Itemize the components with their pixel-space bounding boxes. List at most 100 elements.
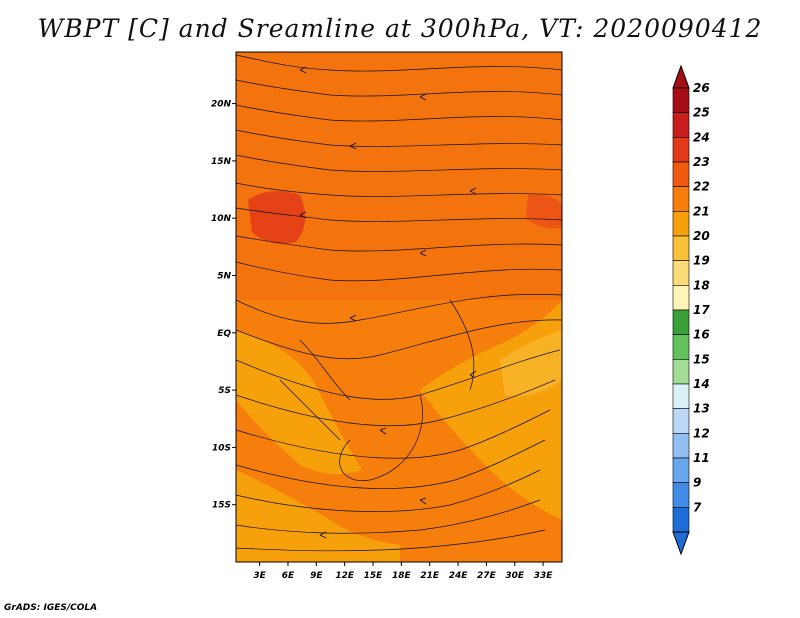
- y-tick-label: 20N: [211, 100, 232, 110]
- colorbar: 26 25 24 23 22 21 20 19 18 17 16 15 14 13 12 11 9 7: [672, 64, 710, 556]
- x-axis: 3E 6E 9E 12E 15E 18E 21E 24E 27E 30E 33E: [253, 562, 553, 581]
- colorbar-segment: [672, 408, 690, 434]
- x-tick-label: 24E: [449, 571, 469, 581]
- colorbar-label: 15: [693, 352, 710, 366]
- colorbar-label: 14: [693, 377, 710, 391]
- streamline: [236, 261, 562, 282]
- streamline: [236, 499, 541, 534]
- colorbar-label: 23: [693, 155, 710, 169]
- streamline-arrowhead: [469, 187, 477, 195]
- streamline: [236, 409, 551, 459]
- colorbar-segment: [672, 285, 690, 311]
- x-tick-label: 18E: [392, 571, 412, 581]
- streamline: [236, 469, 541, 512]
- streamline-arrows: [299, 66, 477, 539]
- y-tick-label: 10S: [212, 443, 231, 453]
- y-tick-label: 5N: [217, 271, 231, 281]
- y-axis: 20N 15N 10N 5N EQ 5S 10S 15S: [211, 100, 236, 511]
- colorbar-label: 12: [693, 426, 710, 440]
- streamline-arrowhead: [349, 314, 357, 322]
- y-tick-label: 15N: [211, 157, 232, 167]
- streamline-arrowhead: [419, 497, 427, 505]
- colorbar-label: 17: [693, 303, 710, 317]
- y-tick-label: 10N: [211, 214, 232, 224]
- streamline: [236, 129, 562, 147]
- colorbar-segment: [672, 433, 690, 459]
- streamline: [236, 293, 562, 324]
- chart-title: WBPT [C] and Sreamline at 300hPa, VT: 20…: [37, 14, 763, 43]
- field-patch-east-light: [500, 330, 562, 396]
- streamline: [236, 439, 546, 489]
- colorbar-segment: [672, 211, 690, 237]
- colorbar-label: 25: [693, 106, 710, 120]
- colorbar-segment: [672, 359, 690, 385]
- streamline-arrowhead: [299, 211, 307, 219]
- x-tick-label: 9E: [310, 571, 323, 581]
- y-tick-label: 15S: [212, 501, 231, 511]
- streamline-arrowhead: [379, 427, 387, 435]
- x-tick-label: 27E: [477, 571, 497, 581]
- colorbar-segment: [672, 87, 690, 113]
- field-patch-hot-west: [248, 191, 306, 244]
- streamline: [236, 379, 556, 427]
- x-tick-label: 3E: [253, 571, 266, 581]
- streamline: [236, 104, 562, 122]
- colorbar-label: 24: [693, 130, 710, 144]
- colorbar-label: 19: [693, 254, 710, 268]
- x-tick-label: 33E: [534, 571, 554, 581]
- colorbar-segment: [672, 235, 690, 261]
- streamline: [236, 207, 562, 222]
- x-tick-label: 6E: [282, 571, 295, 581]
- streamline-arrowhead: [419, 249, 427, 257]
- colorbar-segment: [672, 383, 690, 409]
- footer-credit: GrADS: IGES/COLA: [4, 603, 98, 613]
- colorbar-segment: [672, 112, 690, 138]
- colorbar-segment: [672, 507, 690, 533]
- streamline: [236, 54, 562, 72]
- streamline-arrowhead: [299, 66, 307, 74]
- colorbar-segment: [672, 186, 690, 212]
- colorbar-segment: [672, 309, 690, 335]
- field-patch-sw-2: [236, 470, 400, 562]
- colorbar-bottom-arrow: [672, 531, 690, 556]
- colorbar-label: 16: [693, 328, 710, 342]
- streamlines: [236, 54, 562, 552]
- colorbar-segment: [672, 457, 690, 483]
- streamline: [449, 299, 475, 391]
- streamline-arrowhead: [469, 370, 477, 379]
- field-patch-north: [236, 52, 562, 300]
- colorbar-segment: [672, 334, 690, 360]
- streamline: [236, 79, 562, 97]
- streamline: [236, 235, 562, 252]
- colorbar-label: 11: [693, 451, 710, 465]
- streamline: [236, 182, 562, 197]
- colorbar-top-arrow: [672, 64, 690, 89]
- streamline-arrowhead: [319, 531, 327, 539]
- colorbar-segment: [672, 482, 690, 508]
- colorbar-segment: [672, 137, 690, 163]
- temperature-field: [236, 52, 562, 562]
- field-patch-sw-1: [236, 330, 362, 474]
- streamline: [236, 319, 562, 360]
- streamline-arrowhead: [419, 93, 427, 101]
- x-tick-label: 12E: [335, 571, 355, 581]
- colorbar-label: 26: [693, 81, 710, 95]
- streamline: [279, 379, 341, 441]
- streamline: [236, 154, 562, 172]
- streamline: [236, 349, 561, 400]
- colorbar-label: 9: [693, 476, 701, 490]
- streamline: [236, 529, 546, 552]
- colorbar-label: 22: [693, 180, 710, 194]
- streamline-arrowhead: [349, 142, 357, 150]
- x-tick-label: 15E: [364, 571, 384, 581]
- colorbar-segment: [672, 161, 690, 187]
- colorbar-segment: [672, 260, 690, 286]
- y-tick-label: 5S: [218, 386, 231, 396]
- colorbar-label: 18: [693, 278, 710, 292]
- x-tick-label: 30E: [505, 571, 525, 581]
- colorbar-label: 7: [693, 500, 702, 514]
- colorbar-label: 20: [693, 229, 710, 243]
- streamline: [299, 339, 351, 401]
- x-tick-label: 21E: [420, 571, 440, 581]
